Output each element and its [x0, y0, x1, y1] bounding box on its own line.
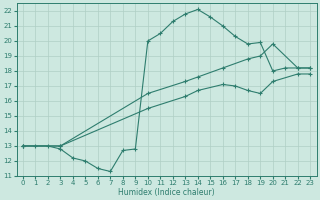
X-axis label: Humidex (Indice chaleur): Humidex (Indice chaleur) [118, 188, 215, 197]
